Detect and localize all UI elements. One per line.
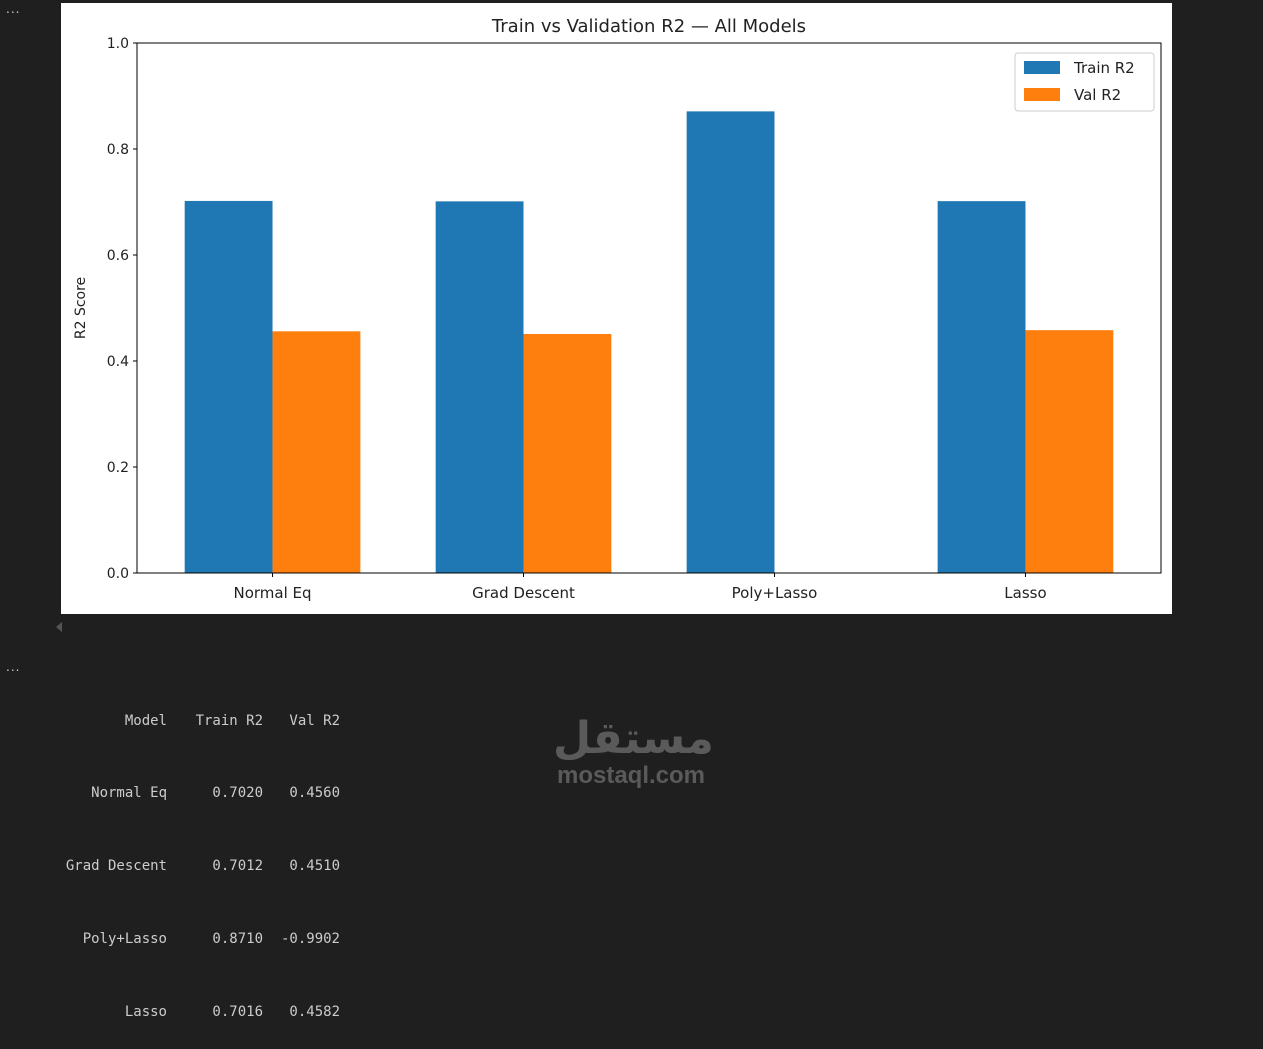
- cell: Grad Descent: [65, 858, 167, 875]
- bar-val-r2: [1025, 330, 1114, 573]
- bar-train-r2: [184, 200, 273, 573]
- cell: Poly+Lasso: [82, 931, 167, 948]
- cell: Lasso: [124, 1004, 167, 1021]
- bar-train-r2: [435, 201, 524, 573]
- results-table: Model Train R2 Val R2 Normal Eq 0.7020 0.4…: [30, 660, 340, 1049]
- bar-train-r2: [686, 111, 775, 574]
- table-row: Poly+Lasso 0.8710 -0.9902: [30, 927, 340, 951]
- table-header: Model Train R2 Val R2: [30, 709, 340, 733]
- y-tick-label: 0.4: [107, 354, 129, 370]
- x-tick-label: Poly+Lasso: [732, 584, 818, 602]
- cell: 0.4582: [289, 1004, 340, 1021]
- cell: 0.4560: [289, 785, 340, 802]
- y-tick-label: 0.8: [107, 142, 129, 158]
- legend-swatch: [1024, 61, 1060, 74]
- legend-label: Train R2: [1073, 59, 1135, 77]
- y-axis-label: R2 Score: [73, 277, 89, 339]
- x-tick-label: Grad Descent: [472, 584, 575, 602]
- table-row: Normal Eq 0.7020 0.4560: [30, 781, 340, 805]
- header-val: Val R2: [289, 712, 340, 729]
- cell: Normal Eq: [91, 785, 167, 802]
- axes-frame: [136, 42, 1162, 574]
- bar-train-r2: [937, 201, 1026, 574]
- cell: 0.4510: [289, 858, 340, 875]
- x-tick-label: Normal Eq: [234, 584, 312, 602]
- scroll-left-icon[interactable]: [56, 622, 62, 632]
- chart-figure: 0.0 0.2 0.4 0.6 0.8 1.0 Normal Eq Grad Descent P…: [61, 3, 1172, 614]
- output-menu-icon[interactable]: ...: [6, 660, 21, 674]
- watermark-logo: مستقل mostaql.com: [553, 713, 714, 789]
- watermark-arabic: مستقل: [553, 713, 714, 764]
- cell: 0.7016: [212, 1004, 263, 1021]
- cell: 0.7020: [212, 785, 263, 802]
- bar-chart: 0.0 0.2 0.4 0.6 0.8 1.0 Normal Eq Grad Descent P…: [73, 16, 1162, 602]
- chart-title: Train vs Validation R2 — All Models: [491, 16, 806, 37]
- cell: 0.8710: [212, 931, 263, 948]
- y-tick-label: 0.0: [107, 566, 129, 582]
- y-tick-label: 0.2: [107, 460, 129, 476]
- cell-menu-icon[interactable]: ...: [6, 2, 21, 16]
- bar-val-r2: [272, 331, 361, 573]
- table-row: Lasso 0.7016 0.4582: [30, 1000, 340, 1024]
- legend-swatch: [1024, 88, 1060, 101]
- x-tick-label: Lasso: [1004, 584, 1046, 602]
- cell: 0.7012: [212, 858, 263, 875]
- legend-label: Val R2: [1074, 86, 1121, 104]
- header-model: Model: [124, 712, 167, 729]
- y-tick-label: 1.0: [107, 36, 129, 52]
- bar-val-r2: [523, 333, 612, 573]
- table-row: Grad Descent 0.7012 0.4510: [30, 854, 340, 878]
- header-train: Train R2: [195, 712, 263, 729]
- cell: -0.9902: [280, 931, 340, 948]
- watermark-latin: mostaql.com: [556, 762, 706, 789]
- y-tick-label: 0.6: [107, 248, 129, 264]
